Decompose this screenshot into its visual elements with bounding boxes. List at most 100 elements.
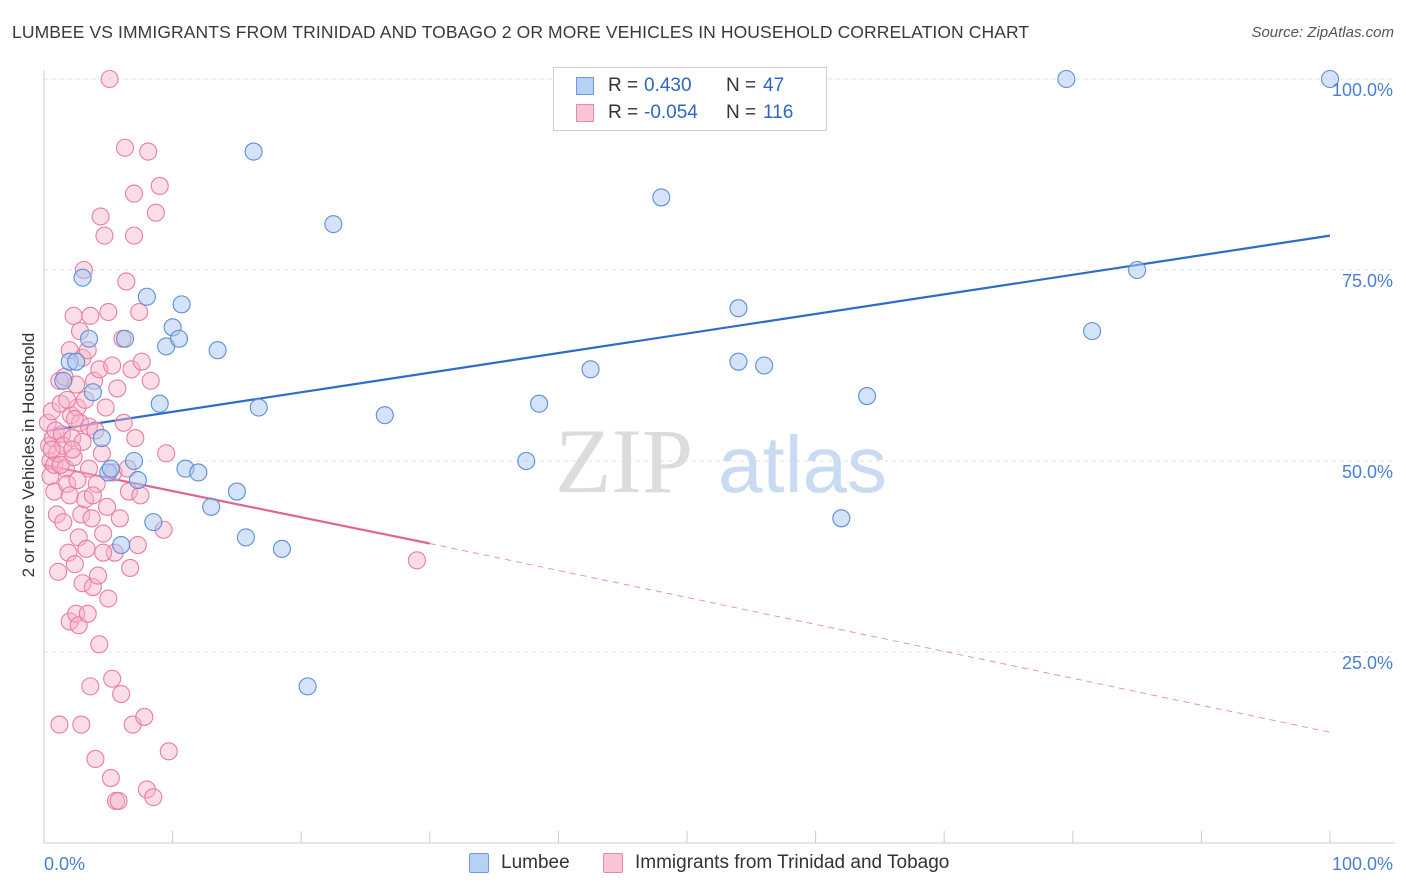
data-point-lumbee [189, 463, 208, 482]
data-point-lumbee [67, 352, 86, 371]
data-point-immigrants [103, 356, 122, 375]
data-point-immigrants [124, 226, 144, 245]
correlation-legend: R = 0.430 N = 47 R = -0.054 N = 116 [553, 67, 827, 131]
data-point-immigrants [109, 791, 128, 811]
data-point-lumbee [112, 535, 131, 555]
data-point-immigrants [126, 429, 145, 448]
x-tick-label: 0.0% [44, 854, 85, 874]
data-point-immigrants [58, 390, 77, 409]
data-point-lumbee [236, 528, 255, 547]
data-point-lumbee [128, 471, 147, 490]
data-point-immigrants [52, 425, 72, 444]
data-point-immigrants [73, 574, 92, 593]
data-point-lumbee [169, 329, 189, 348]
axes [43, 70, 1395, 844]
legend-r-value: 0.430 [644, 75, 692, 96]
data-point-lumbee [208, 341, 227, 360]
data-point-immigrants [79, 459, 99, 478]
y-tick-label: 75.0% [1342, 271, 1393, 291]
data-point-immigrants [108, 379, 127, 398]
data-point-immigrants [68, 398, 87, 417]
data-point-immigrants [141, 371, 160, 390]
x-tick-label: 100.0% [1332, 854, 1393, 874]
data-point-immigrants [60, 486, 79, 505]
data-point-immigrants [54, 513, 73, 532]
legend-row-lumbee: R = 0.430 N = 47 [576, 74, 784, 98]
data-point-lumbee [755, 356, 774, 375]
data-point-lumbee [137, 287, 156, 306]
data-point-immigrants [64, 306, 83, 325]
data-point-immigrants [159, 742, 178, 761]
data-point-immigrants [49, 562, 68, 581]
trend-line-immigrants-extension [429, 543, 1331, 733]
data-point-immigrants [83, 578, 102, 597]
data-point-lumbee [101, 459, 120, 478]
data-point-immigrants [72, 505, 91, 524]
data-point-immigrants [132, 352, 151, 371]
source-credit: Source: ZipAtlas.com [1251, 24, 1394, 41]
data-point-immigrants [81, 306, 100, 325]
data-point-lumbee [227, 482, 246, 501]
watermark-zip: ZIP [555, 410, 693, 512]
data-point-immigrants [65, 409, 84, 429]
data-point-lumbee [272, 539, 291, 558]
y-axis-title: 2 or more Vehicles in Household [19, 333, 38, 578]
data-point-lumbee [73, 268, 92, 287]
data-point-lumbee [150, 394, 169, 413]
data-point-lumbee [1057, 69, 1076, 89]
data-point-lumbee [517, 451, 536, 471]
data-point-immigrants [130, 302, 149, 322]
data-point-immigrants [50, 715, 69, 734]
data-point-lumbee [144, 513, 163, 532]
data-point-immigrants [150, 176, 169, 196]
legend-r-value: -0.054 [644, 102, 698, 123]
data-point-immigrants [63, 440, 82, 459]
y-tick-label: 25.0% [1342, 653, 1393, 673]
data-point-immigrants [87, 474, 106, 493]
data-point-immigrants [117, 272, 136, 291]
data-point-lumbee [54, 371, 73, 390]
legend-swatch-immigrants [603, 853, 623, 873]
data-point-immigrants [137, 780, 156, 799]
data-point-immigrants [72, 715, 91, 734]
data-point-immigrants [135, 707, 154, 726]
data-point-lumbee [115, 329, 135, 348]
data-point-immigrants [407, 551, 426, 570]
data-point-lumbee [375, 406, 394, 425]
data-point-immigrants [146, 203, 165, 222]
data-point-immigrants [58, 474, 77, 493]
data-point-immigrants [73, 432, 92, 451]
data-point-immigrants [94, 543, 113, 562]
data-point-immigrants [97, 497, 117, 516]
legend-swatch-immigrants [576, 104, 594, 122]
legend-swatch-lumbee [469, 853, 489, 873]
series-lumbee-points [54, 69, 1340, 696]
data-point-immigrants [42, 440, 61, 459]
data-point-immigrants [99, 589, 118, 608]
data-point-immigrants [115, 138, 135, 157]
data-point-immigrants [139, 142, 158, 161]
series-legend: Lumbee Immigrants from Trinidad and Toba… [0, 852, 1406, 878]
data-point-immigrants [59, 543, 78, 562]
chart-title: LUMBEE VS IMMIGRANTS FROM TRINIDAD AND T… [12, 22, 1030, 42]
data-point-lumbee [83, 383, 102, 402]
data-point-lumbee [729, 352, 748, 371]
data-point-immigrants [45, 455, 64, 474]
legend-n-value: 47 [763, 75, 785, 96]
data-point-lumbee [172, 295, 191, 314]
data-point-immigrants [94, 524, 113, 543]
gridlines [44, 78, 1395, 653]
watermark: ZIP atlas [555, 410, 887, 512]
data-point-lumbee [249, 398, 268, 417]
data-point-immigrants [103, 669, 122, 688]
data-point-immigrants [41, 467, 60, 486]
data-point-immigrants [114, 413, 133, 432]
data-point-lumbee [79, 329, 99, 348]
trend-line-lumbee [50, 234, 1331, 432]
watermark-atlas: atlas [718, 420, 887, 509]
data-point-lumbee [857, 387, 877, 406]
data-point-immigrants [77, 539, 96, 558]
data-point-lumbee [652, 188, 671, 207]
data-point-immigrants [112, 684, 131, 704]
data-point-lumbee [530, 394, 549, 413]
